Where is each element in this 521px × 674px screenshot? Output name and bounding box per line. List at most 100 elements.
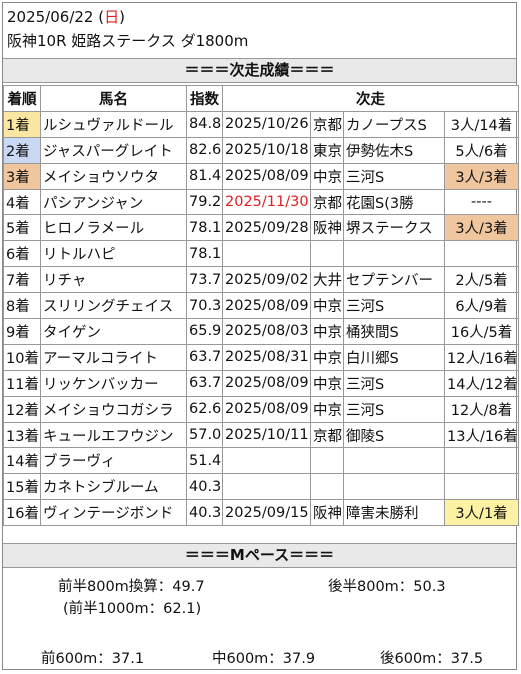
table-row: 10着 アーマルコライト 63.7 2025/08/31 中京 白川郷S 12人/16着: [3, 343, 519, 371]
cell-next-date: [222, 240, 311, 268]
cell-next-result: 12人/16着: [444, 343, 519, 371]
cell-position: 6着: [3, 240, 41, 268]
second-half-800-pace: 後半800m：50.3: [328, 579, 446, 595]
cell-index: 63.7: [186, 343, 223, 371]
cell-next-track: 京都: [310, 188, 344, 216]
cell-horse-name: カネトシブルーム: [40, 473, 187, 501]
cell-index: 82.6: [186, 136, 223, 164]
cell-next-date: [222, 447, 311, 475]
cell-next-race: [343, 447, 445, 475]
cell-next-race: セプテンバー: [343, 266, 445, 294]
cell-position: 16着: [3, 499, 41, 527]
cell-next-track: 中京: [310, 395, 344, 423]
table-row: 8着 スリリングチェイス 70.3 2025/08/09 中京 三河S 6人/9着: [3, 292, 519, 320]
first-half-1000-pace: (前半1000m：62.1): [63, 601, 202, 617]
cell-horse-name: ルシュヴァルドール: [40, 110, 187, 138]
weekday-close: ): [119, 8, 125, 26]
col-header-next-race: 次走: [222, 85, 519, 112]
next-race-results-table: 着順 馬名 指数 次走 1着 ルシュヴァルドール 84.8 2025/10/26 京都カ…: [3, 85, 519, 527]
table-row: 7着 リチャ 73.7 2025/09/02 大井 セプテンバー 2人/5着: [3, 266, 519, 294]
cell-position: 1着: [3, 110, 41, 138]
cell-next-result: 2人/5着: [444, 266, 519, 294]
cell-position: 11着: [3, 369, 41, 397]
cell-next-track: 阪神: [310, 499, 344, 527]
cell-index: 81.4: [186, 162, 223, 190]
table-row: 13着 キュールエフウジン 57.0 2025/10/11 京都 御陵S 13人/16着: [3, 421, 519, 449]
cell-index: 70.3: [186, 292, 223, 320]
cell-next-date: 2025/10/26: [222, 110, 311, 138]
cell-position: 12着: [3, 395, 41, 423]
cell-next-track: 阪神: [310, 214, 344, 242]
cell-next-date: 2025/08/31: [222, 343, 311, 371]
cell-index: 73.7: [186, 266, 223, 294]
cell-next-result: ----: [444, 188, 519, 216]
cell-next-race: 御陵S: [343, 421, 445, 449]
race-date-line: 2025/06/22 (日): [7, 7, 125, 27]
cell-index: 78.1: [186, 240, 223, 268]
race-title: 阪神10R 姫路ステークス ダ1800m: [7, 32, 249, 50]
cell-next-track: [310, 240, 344, 268]
cell-position: 14着: [3, 447, 41, 475]
cell-next-race: 花園S(3勝: [343, 188, 445, 216]
cell-position: 2着: [3, 136, 41, 164]
last-600-time: 後600m：37.5: [380, 651, 484, 667]
cell-horse-name: ヒロノラメール: [40, 214, 187, 242]
table-row: 6着 リトルハピ 78.1: [3, 240, 519, 268]
cell-next-race: [343, 240, 445, 268]
cell-next-track: 中京: [310, 162, 344, 190]
table-row: 1着 ルシュヴァルドール 84.8 2025/10/26 京都 カノープスS 3人/14着: [3, 110, 519, 138]
cell-next-track: 大井: [310, 266, 344, 294]
cell-next-date: 2025/08/09: [222, 162, 311, 190]
table-row: 16着 ヴィンテージボンド 40.3 2025/09/15 阪神 障害未勝利 3人/1着: [3, 499, 519, 527]
cell-horse-name: メイショウソウタ: [40, 162, 187, 190]
cell-index: 40.3: [186, 473, 223, 501]
cell-position: 15着: [3, 473, 41, 501]
cell-next-date: [222, 473, 311, 501]
table-row: 3着 メイショウソウタ 81.4 2025/08/09 中京 三河S 3人/3着: [3, 162, 519, 190]
next-race-section-title: ＝＝＝次走成績＝＝＝: [3, 58, 516, 83]
cell-next-race: 堺ステークス: [343, 214, 445, 242]
col-header-position: 着順: [3, 85, 41, 112]
table-row: 5着 ヒロノラメール 78.1 2025/09/28 阪神 堺ステークス 3人/3着: [3, 214, 519, 242]
cell-next-result: 6人/9着: [444, 292, 519, 320]
cell-next-race: [343, 473, 445, 501]
cell-next-date: 2025/09/15: [222, 499, 311, 527]
race-weekday: 日: [104, 8, 120, 26]
cell-next-result: 16人/5着: [444, 318, 519, 345]
cell-position: 9着: [3, 318, 41, 345]
cell-next-result: 3人/14着: [444, 110, 519, 138]
cell-next-result: 5人/6着: [444, 136, 519, 164]
cell-horse-name: リトルハピ: [40, 240, 187, 268]
cell-next-track: [310, 447, 344, 475]
cell-next-race: 桶狭間S: [343, 318, 445, 345]
cell-next-result: 3人/3着: [444, 162, 519, 190]
cell-next-date: 2025/08/03: [222, 318, 311, 345]
table-row: 9着 タイゲン 65.9 2025/08/03 中京 桶狭間S 16人/5着: [3, 318, 519, 345]
cell-index: 84.8: [186, 110, 223, 138]
race-date: 2025/06/22: [7, 8, 94, 26]
cell-next-date: 2025/09/28: [222, 214, 311, 242]
cell-index: 65.9: [186, 318, 223, 345]
cell-horse-name: ブラーヴィ: [40, 447, 187, 475]
cell-index: 57.0: [186, 421, 223, 449]
cell-next-result: 14人/12着: [444, 369, 519, 397]
col-header-index: 指数: [186, 85, 223, 112]
cell-horse-name: タイゲン: [40, 318, 187, 345]
cell-index: 40.3: [186, 499, 223, 527]
cell-next-date: 2025/10/18: [222, 136, 311, 164]
cell-next-race: 白川郷S: [343, 343, 445, 371]
cell-next-date: 2025/09/02: [222, 266, 311, 294]
cell-horse-name: スリリングチェイス: [40, 292, 187, 320]
cell-horse-name: ヴィンテージボンド: [40, 499, 187, 527]
cell-next-date: 2025/10/11: [222, 421, 311, 449]
cell-horse-name: リッケンバッカー: [40, 369, 187, 397]
table-row: 11着 リッケンバッカー 63.7 2025/08/09 中京 三河S 14人/12着: [3, 369, 519, 397]
cell-next-result: [444, 240, 519, 268]
cell-next-track: 中京: [310, 343, 344, 371]
cell-next-result: 12人/8着: [444, 395, 519, 423]
cell-next-race: 三河S: [343, 395, 445, 423]
cell-next-race: 障害未勝利: [343, 499, 445, 527]
pace-section-title: ＝＝＝Mペース＝＝＝: [3, 543, 516, 568]
cell-next-track: 中京: [310, 318, 344, 345]
